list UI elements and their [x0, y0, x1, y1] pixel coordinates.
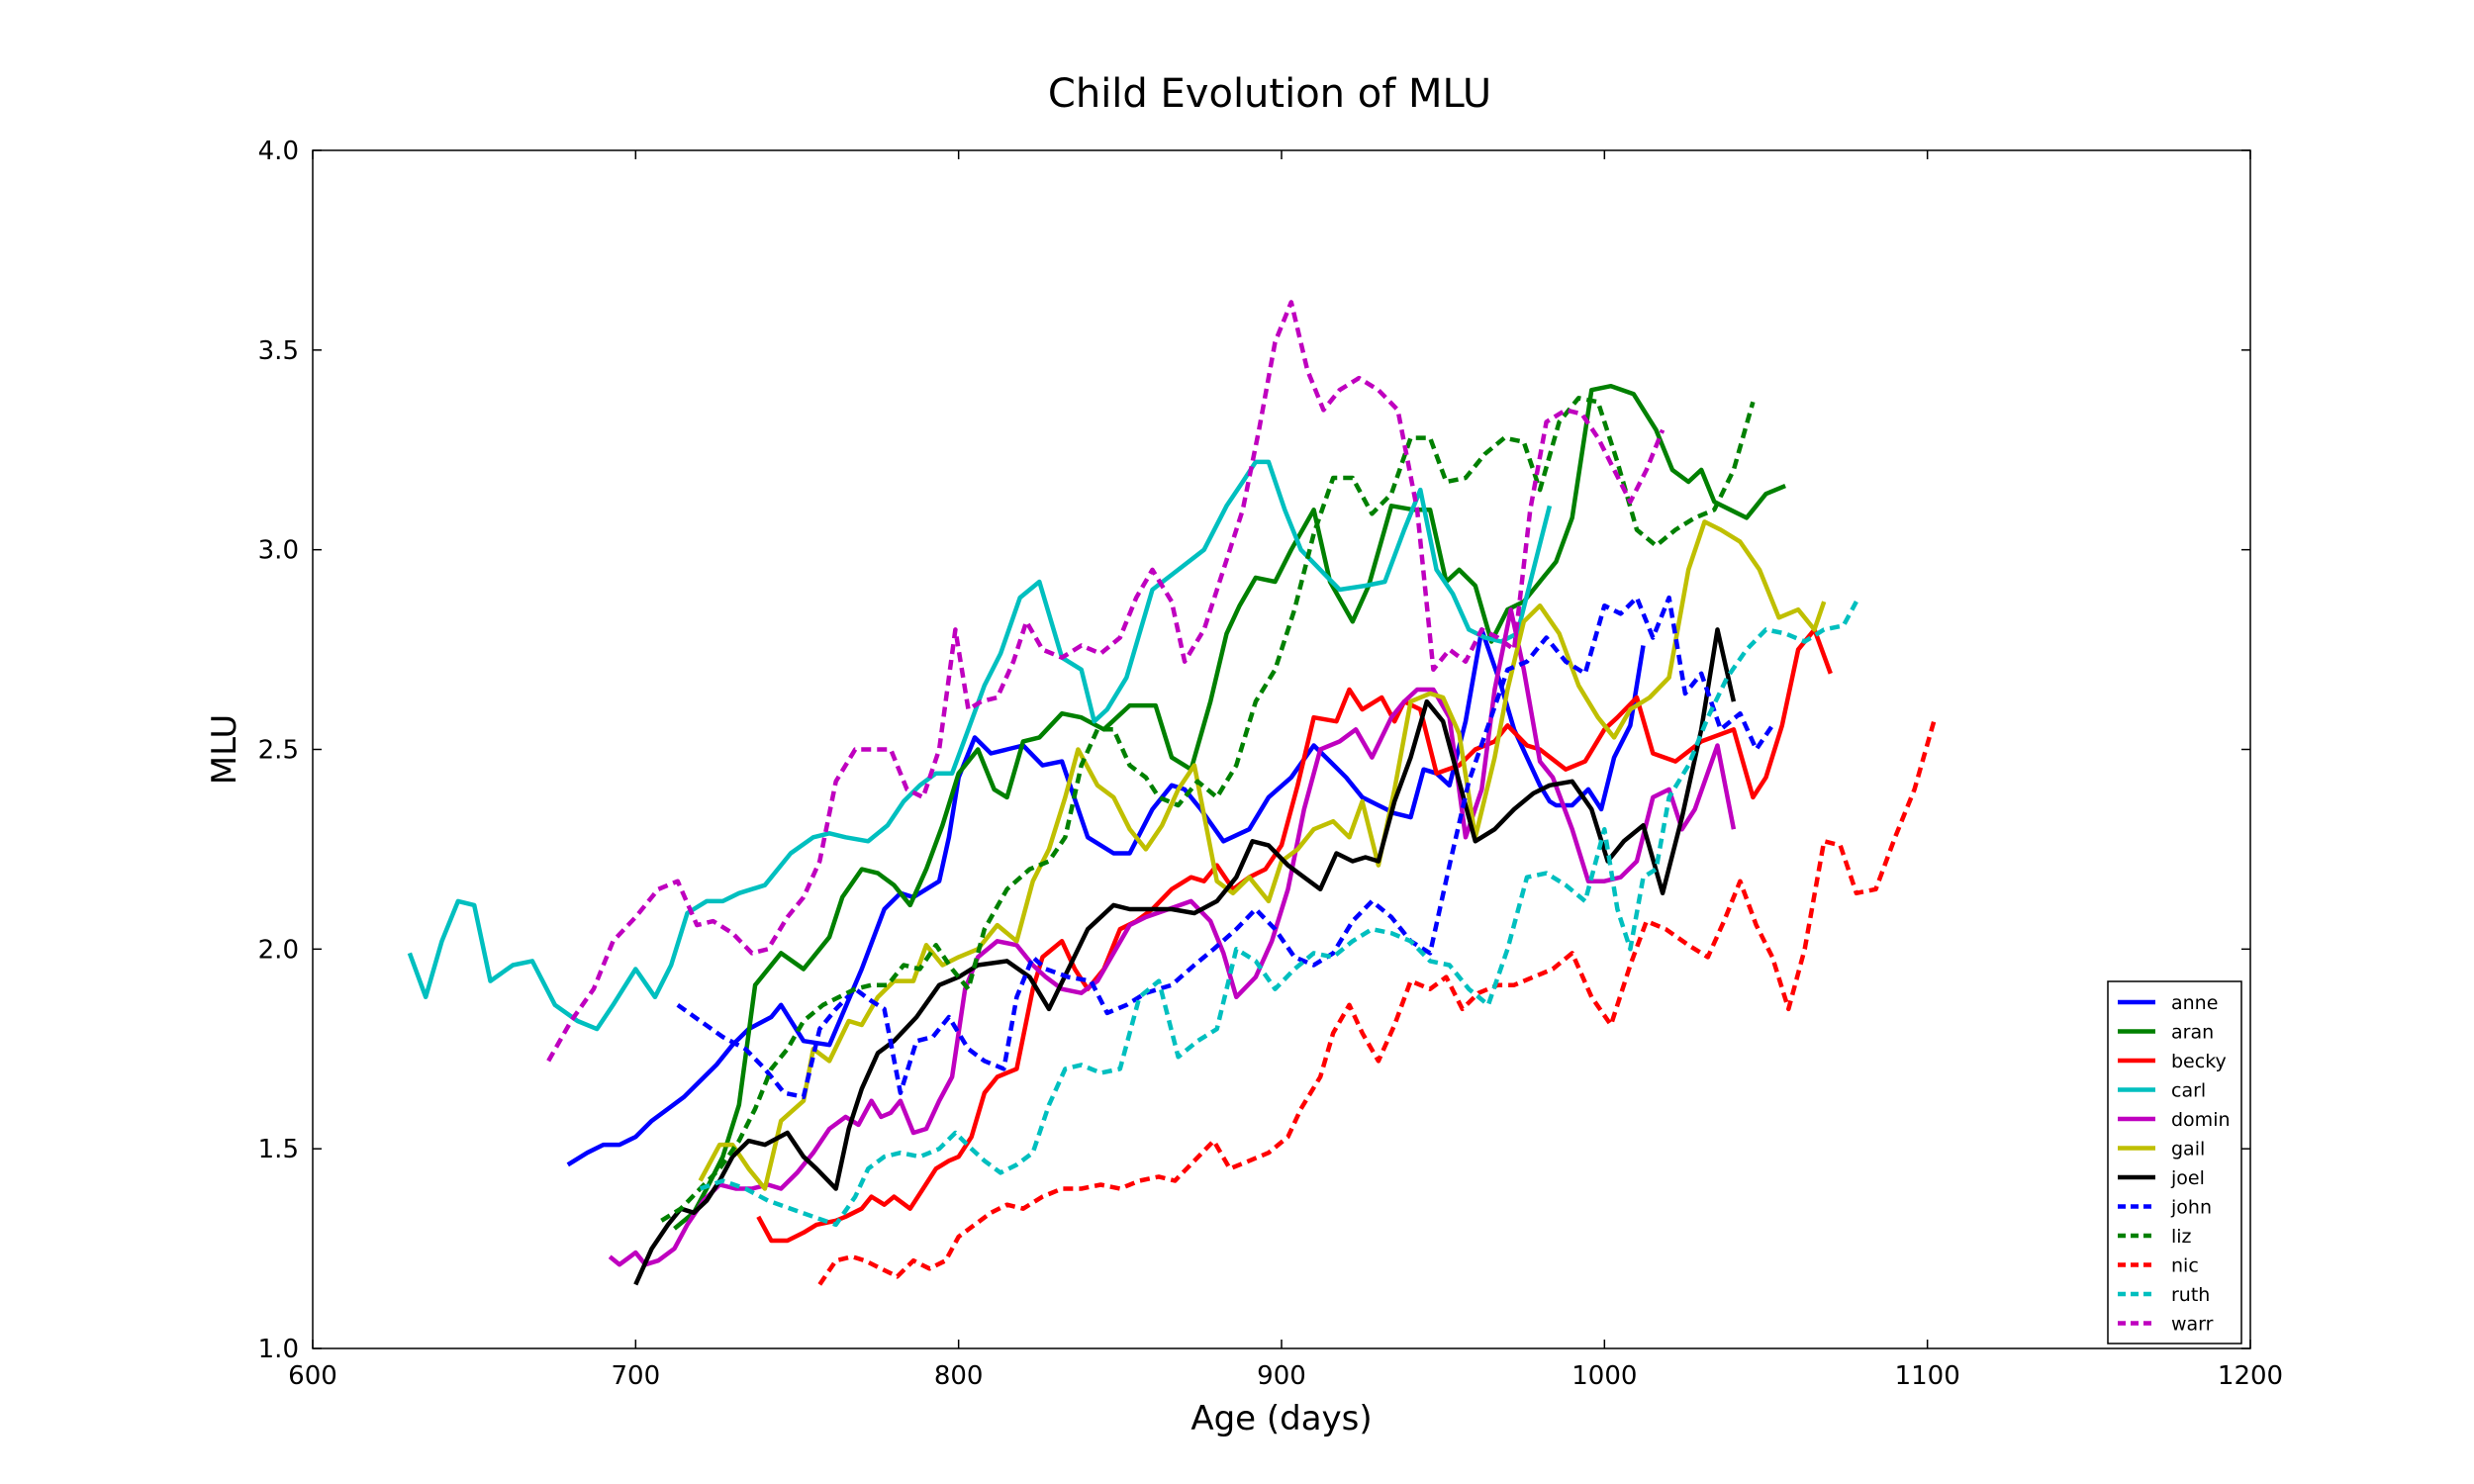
legend-label-liz: liz: [2171, 1226, 2192, 1248]
x-axis-label: Age (days): [1190, 1399, 1372, 1438]
legend-label-domin: domin: [2171, 1109, 2231, 1131]
series-line-aran: [673, 383, 1786, 1231]
series-lines: [407, 300, 1937, 1286]
y-tick-label: 4.0: [258, 137, 299, 166]
legend-label-nic: nic: [2171, 1255, 2199, 1277]
legend-label-anne: anne: [2171, 992, 2218, 1014]
chart-title: Child Evolution of MLU: [1048, 71, 1491, 117]
series-line-john: [676, 595, 1774, 1099]
series-line-domin: [608, 606, 1737, 1267]
series-line-warr: [546, 300, 1665, 1063]
y-tick-label: 3.5: [258, 336, 299, 366]
y-tick-label: 1.0: [258, 1335, 299, 1364]
y-tick-label: 3.0: [258, 536, 299, 566]
legend-label-gail: gail: [2171, 1139, 2205, 1160]
x-tick-label: 1200: [2218, 1361, 2283, 1391]
series-line-carl: [407, 459, 1553, 1032]
x-tick-label: 1000: [1571, 1361, 1637, 1391]
series-line-becky: [756, 627, 1833, 1244]
x-tick-label: 800: [934, 1361, 984, 1391]
y-tick-label: 1.5: [258, 1135, 299, 1164]
legend-label-warr: warr: [2171, 1314, 2214, 1336]
legend-label-carl: carl: [2171, 1080, 2206, 1102]
legend-box: [2107, 980, 2242, 1345]
legend-label-joel: joel: [2170, 1167, 2205, 1189]
legend-label-john: john: [2170, 1197, 2212, 1219]
legend-label-ruth: ruth: [2171, 1284, 2210, 1306]
x-tick-label: 700: [612, 1361, 661, 1391]
legend-label-aran: aran: [2171, 1022, 2214, 1044]
x-tick-label: 600: [288, 1361, 337, 1391]
y-tick-label: 2.5: [258, 736, 299, 766]
legend-label-becky: becky: [2171, 1051, 2227, 1072]
y-axis-label: MLU: [205, 714, 244, 785]
series-line-anne: [566, 627, 1646, 1167]
series-line-nic: [817, 720, 1937, 1286]
x-tick-label: 900: [1257, 1361, 1306, 1391]
series-line-ruth: [699, 601, 1858, 1228]
series-line-joel: [633, 627, 1737, 1286]
axis-ticks: 600 700 800 900 1000 1100 1200 1.0 1.5 2.0 2.5 3.0 3…: [258, 137, 2283, 1391]
x-tick-label: 1100: [1895, 1361, 1960, 1391]
y-tick-label: 2.0: [258, 935, 299, 965]
series-line-liz: [660, 396, 1756, 1223]
series-line-gail: [698, 519, 1827, 1191]
legend: anne aran becky carl domin gail joel john liz nic…: [2107, 980, 2242, 1345]
